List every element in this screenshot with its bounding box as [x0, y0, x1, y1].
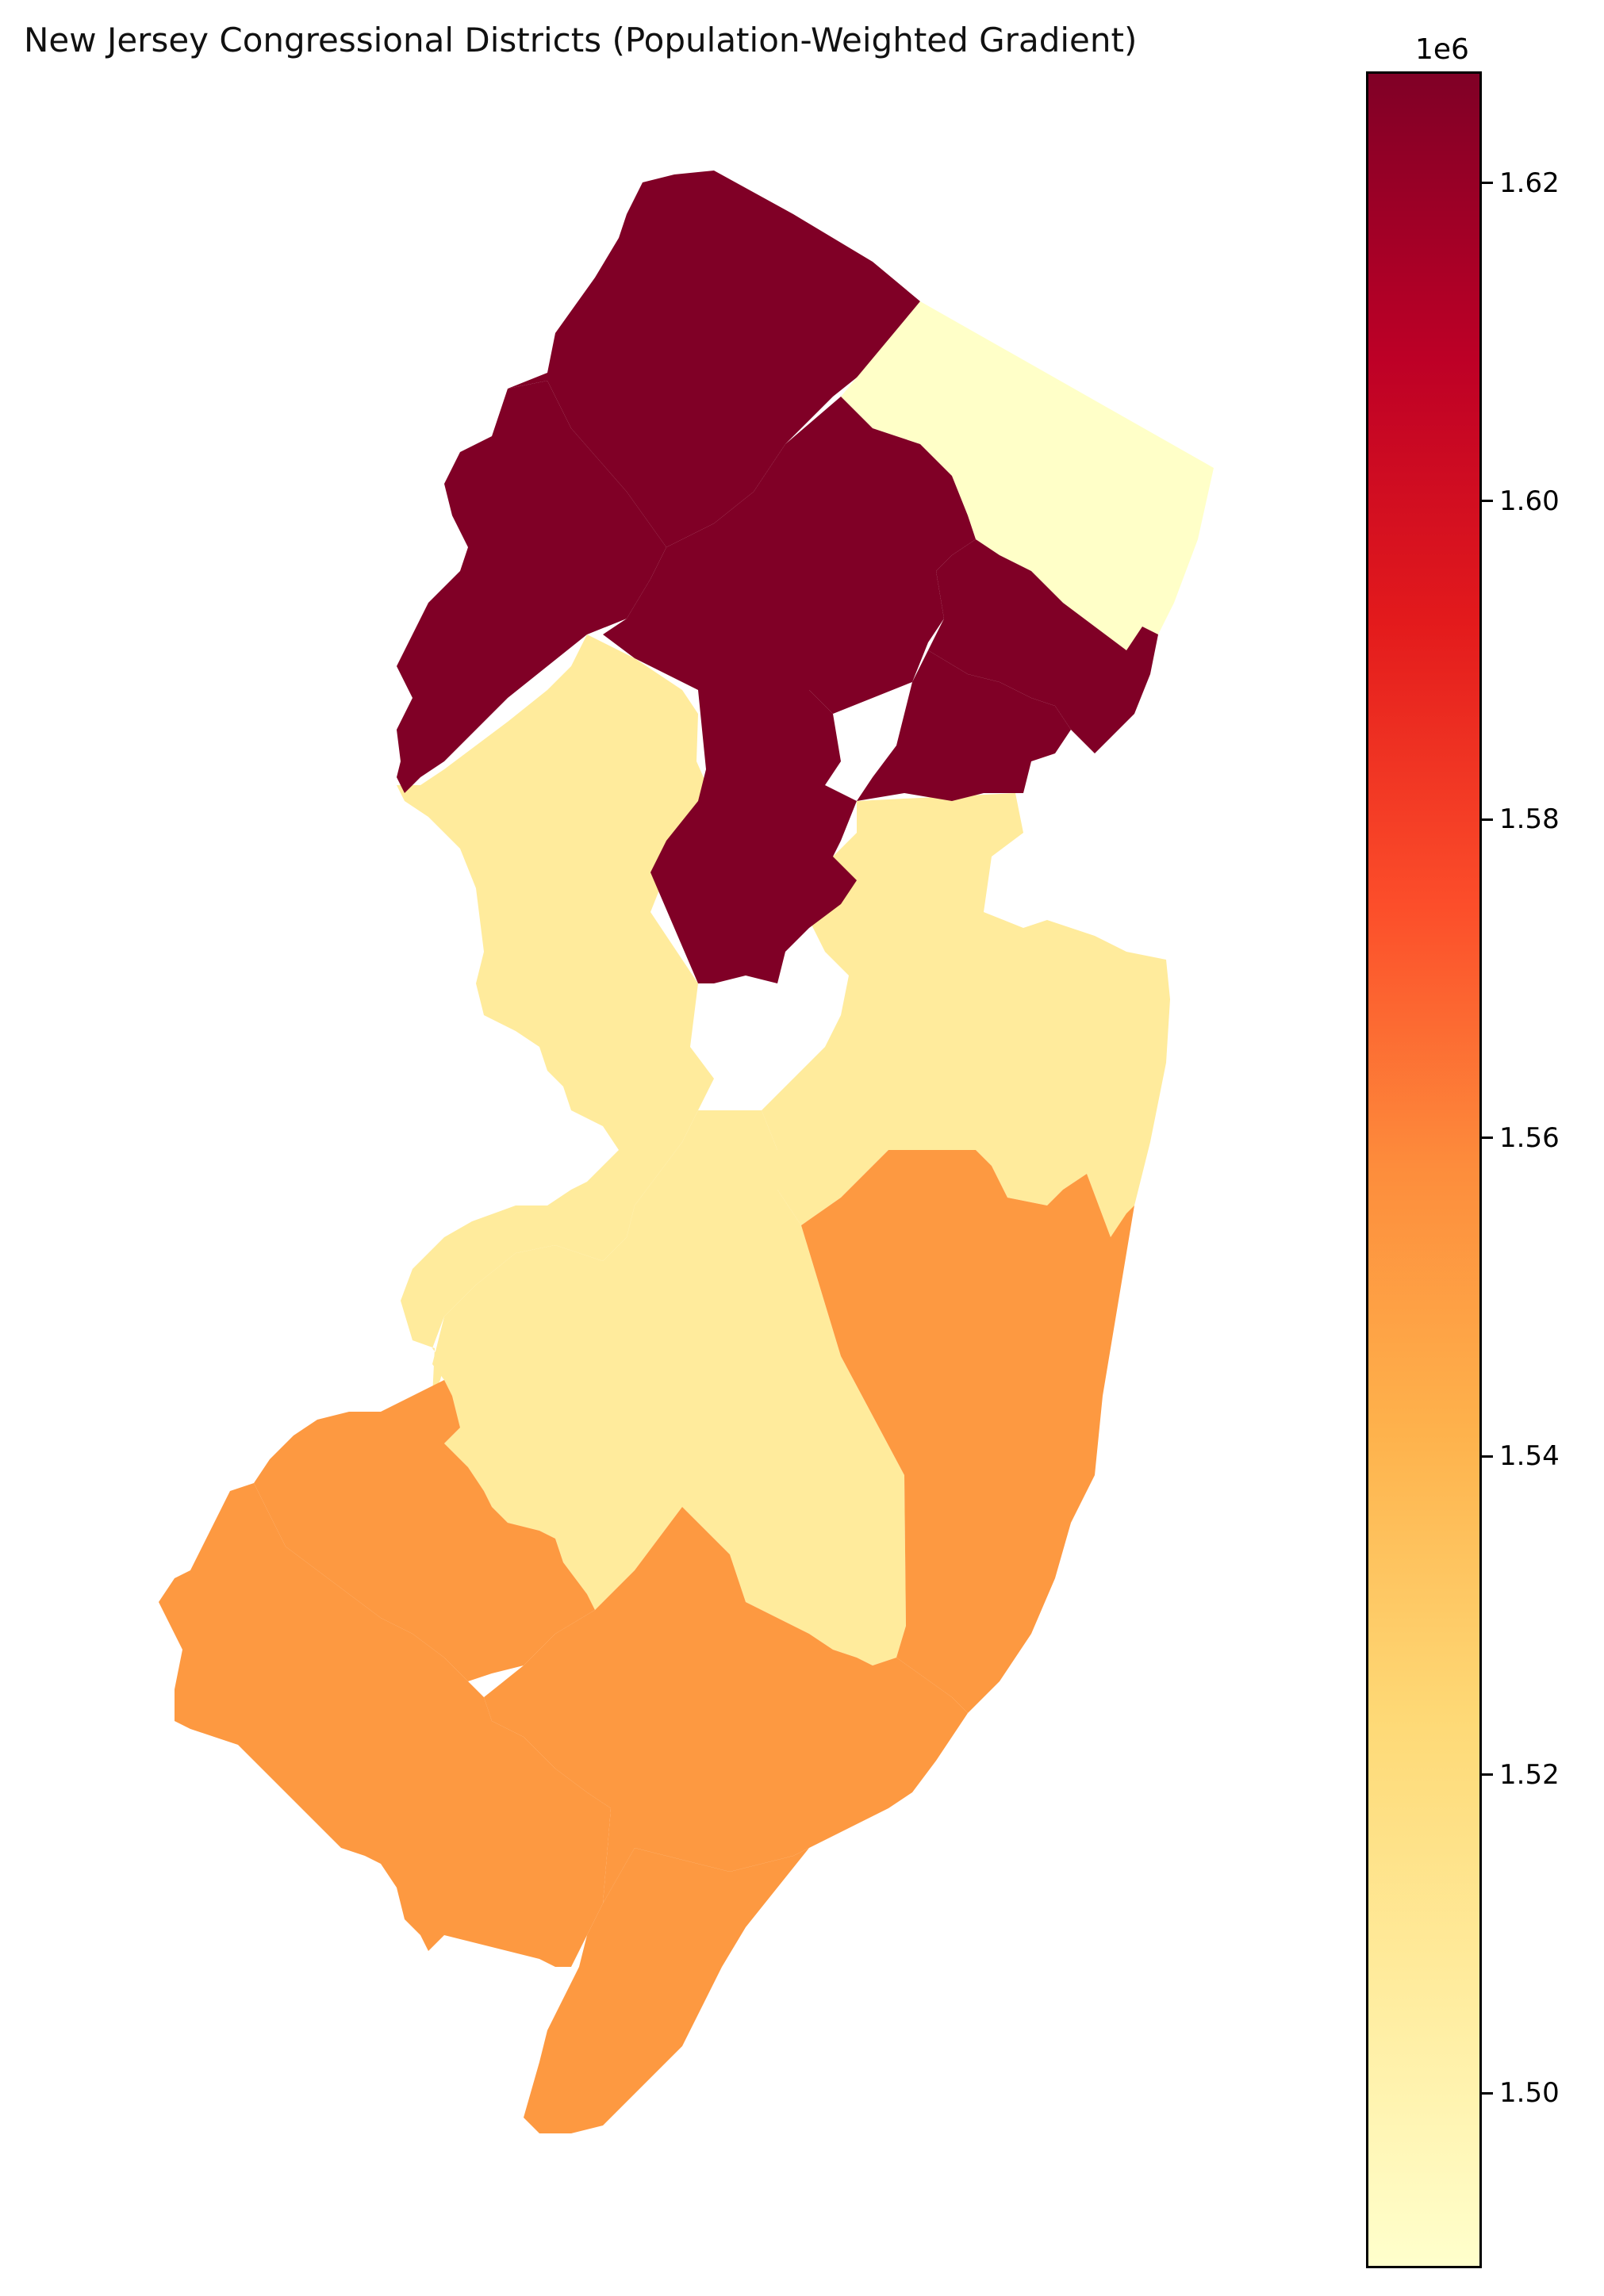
district-burlington	[432, 1110, 906, 1665]
district-essex-area	[603, 397, 976, 714]
district-hudson-area	[928, 539, 1158, 753]
colorbar-tick	[1482, 2091, 1493, 2095]
district-salem-cumberland	[159, 1483, 611, 1967]
colorbar-exponent-label: 1e6	[1415, 33, 1469, 66]
colorbar-tick	[1482, 818, 1493, 821]
colorbar-tick	[1482, 1455, 1493, 1458]
colorbar-tick-label: 1.56	[1499, 1121, 1560, 1154]
colorbar-tick-label: 1.62	[1499, 167, 1560, 199]
colorbar-tick	[1482, 500, 1493, 503]
district-monmouth	[762, 793, 1170, 1237]
colorbar	[1366, 71, 1482, 2268]
colorbar-tick	[1482, 1773, 1493, 1777]
colorbar-tick-label: 1.52	[1499, 1758, 1560, 1791]
district-union-area	[857, 650, 1071, 801]
colorbar-tick	[1482, 182, 1493, 184]
district-ocean	[801, 1150, 1134, 1713]
colorbar-tick-label: 1.54	[1499, 1440, 1560, 1473]
colorbar-tick-label: 1.60	[1499, 485, 1560, 517]
district-north-east-bergen	[841, 301, 1214, 650]
district-north-west	[397, 381, 666, 793]
district-cape-may	[524, 1848, 809, 2133]
colorbar-tick-label: 1.58	[1499, 803, 1560, 836]
district-atlantic	[484, 1507, 968, 1903]
district-somerset-middlesex	[650, 690, 857, 983]
district-camden-gloucester	[254, 1380, 595, 1681]
colorbar-tick	[1482, 1137, 1493, 1140]
chart-title: New Jersey Congressional Districts (Popu…	[24, 21, 1138, 59]
district-north-central	[508, 171, 920, 547]
colorbar-tick-label: 1.50	[1499, 2077, 1560, 2110]
